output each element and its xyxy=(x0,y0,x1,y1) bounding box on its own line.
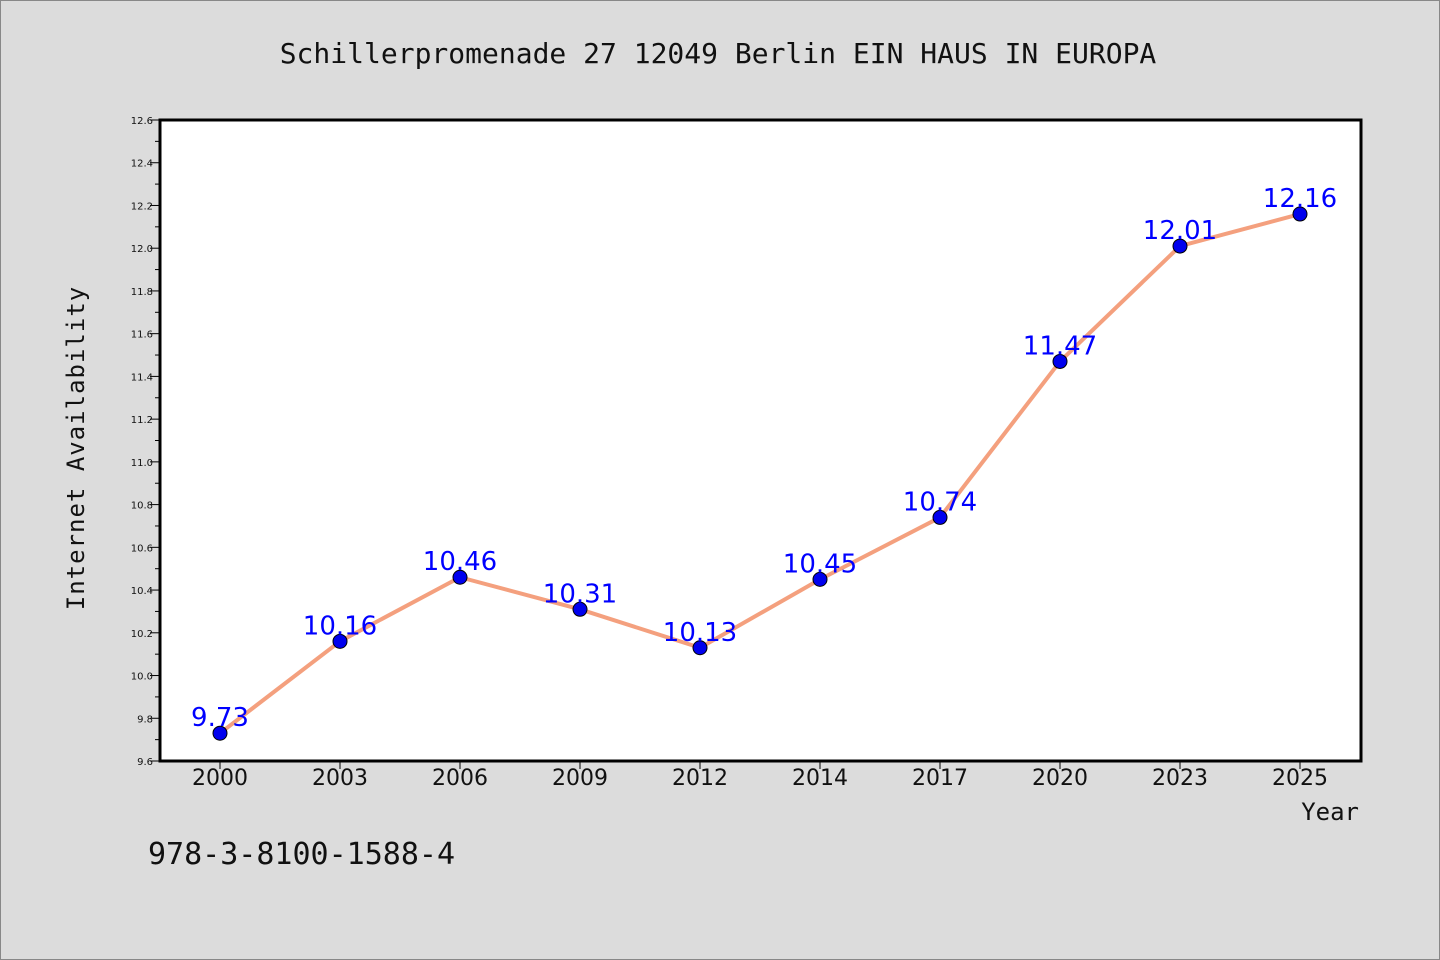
isbn-annotation: 978-3-8100-1588-4 xyxy=(148,837,455,872)
data-label: 10.74 xyxy=(903,487,977,517)
y-tick-label: 12.4 xyxy=(131,159,153,170)
x-axis: 2000 2003 2006 2009 2012 2014 2017 2020 2023 2025 xyxy=(192,761,1328,791)
y-tick-label: 9.6 xyxy=(137,757,153,768)
data-label: 9.73 xyxy=(191,703,249,733)
x-tick-label: 2003 xyxy=(312,766,368,791)
data-point xyxy=(212,725,228,741)
y-tick-label: 11.6 xyxy=(131,330,153,341)
x-tick-label: 2014 xyxy=(792,766,848,791)
x-tick-label: 2000 xyxy=(192,766,248,791)
x-tick-label: 2009 xyxy=(552,766,608,791)
x-tick-label: 2006 xyxy=(432,766,488,791)
data-label: 10.16 xyxy=(303,611,377,641)
x-tick-label: 2012 xyxy=(672,766,728,791)
data-point xyxy=(812,571,828,587)
data-labels: 9.73 10.16 10.46 10.31 10.13 10.45 10.74 11.47 1… xyxy=(191,184,1337,733)
y-tick-label: 12.0 xyxy=(131,244,153,255)
data-label: 10.31 xyxy=(543,579,617,609)
data-point xyxy=(932,509,948,525)
data-point xyxy=(692,640,708,656)
data-point xyxy=(1292,206,1308,222)
x-tick-label: 2025 xyxy=(1272,766,1328,791)
data-label: 12.16 xyxy=(1263,184,1337,214)
y-tick-label: 11.4 xyxy=(131,372,153,383)
series-line xyxy=(218,212,1302,736)
data-point xyxy=(332,633,348,649)
y-tick-label: 10.2 xyxy=(131,629,153,640)
x-tick-label: 2020 xyxy=(1032,766,1088,791)
y-tick-label: 11.2 xyxy=(131,415,153,426)
data-point xyxy=(1172,238,1188,254)
chart-title: Schillerpromenade 27 12049 Berlin EIN HA… xyxy=(280,37,1157,70)
y-tick-label: 10.0 xyxy=(131,672,153,683)
y-tick-label: 12.2 xyxy=(131,201,153,212)
data-label: 11.47 xyxy=(1023,331,1097,361)
x-tick-label: 2017 xyxy=(912,766,968,791)
data-label: 12.01 xyxy=(1143,216,1217,246)
y-axis: 9.6 9.8 10.0 10.2 10.4 10.6 10.8 11.0 11.2 11.4 11… xyxy=(131,116,160,768)
series-group xyxy=(212,206,1308,741)
data-point xyxy=(452,569,468,585)
data-label: 10.46 xyxy=(423,547,497,577)
data-point xyxy=(1052,353,1068,369)
y-tick-label: 10.4 xyxy=(131,586,153,597)
y-tick-label: 11.0 xyxy=(131,458,153,469)
y-tick-label: 12.6 xyxy=(131,116,153,127)
y-tick-label: 9.8 xyxy=(137,714,153,725)
y-tick-label: 10.8 xyxy=(131,501,153,512)
y-tick-label: 10.6 xyxy=(131,543,153,554)
plot-area xyxy=(158,118,1363,763)
data-point xyxy=(572,601,588,617)
data-label: 10.13 xyxy=(663,618,737,648)
x-tick-label: 2023 xyxy=(1152,766,1208,791)
y-tick-label: 11.8 xyxy=(131,287,153,298)
data-label: 10.45 xyxy=(783,549,857,579)
x-axis-label: Year xyxy=(1301,798,1359,826)
y-axis-label: Internet Availability xyxy=(62,286,90,610)
